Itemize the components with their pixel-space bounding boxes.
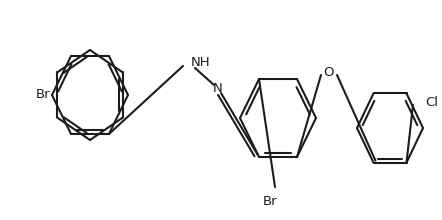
Text: Br: Br xyxy=(263,195,277,208)
Text: Br: Br xyxy=(35,88,50,101)
Text: O: O xyxy=(324,66,334,79)
Text: N: N xyxy=(213,81,223,95)
Text: NH: NH xyxy=(191,57,211,70)
Text: Cl: Cl xyxy=(425,97,438,110)
